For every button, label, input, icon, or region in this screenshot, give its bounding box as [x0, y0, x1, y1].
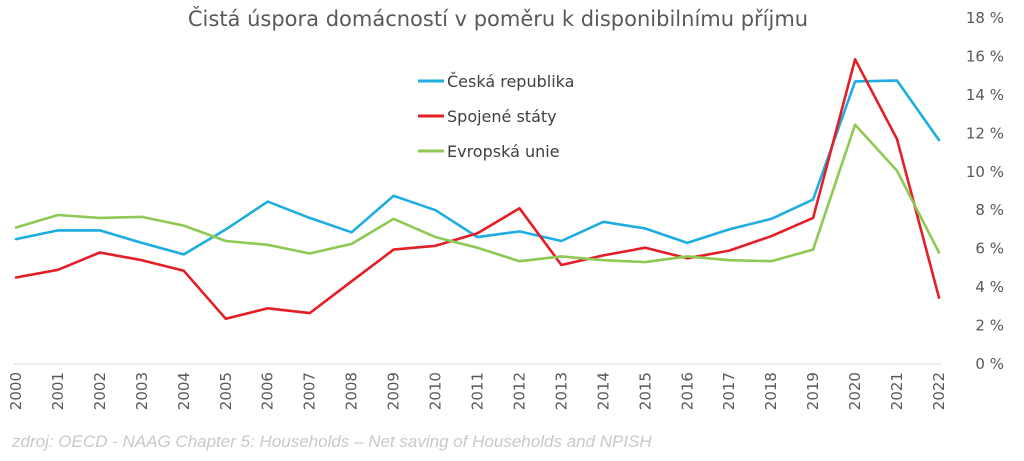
x-tick-label: 2021 [888, 372, 906, 410]
x-tick-label: 2017 [720, 372, 738, 410]
x-tick-label: 2009 [385, 372, 403, 410]
x-tick-label: 2003 [133, 372, 151, 410]
x-tick-label: 2004 [175, 372, 193, 410]
x-tick-label: 2015 [636, 372, 654, 410]
x-tick-label: 2006 [259, 372, 277, 410]
source-note: zdroj: OECD - NAAG Chapter 5: Households… [12, 432, 652, 451]
x-tick-label: 2019 [804, 372, 822, 410]
x-tick-label: 2020 [846, 372, 864, 410]
y-tick-label: 16 % [966, 47, 1004, 65]
y-axis-ticks: 0 % 2 % 4 % 6 % 8 % 10 % 12 % 14 % 16 % 18 % [966, 9, 1004, 373]
y-tick-label: 12 % [966, 124, 1004, 142]
legend-label: Spojené státy [447, 107, 557, 126]
legend: Česká republika Spojené státy Evropská uni… [418, 72, 574, 161]
x-tick-label: 2018 [762, 372, 780, 410]
chart-title: Čistá úspora domácností v poměru k dispo… [188, 6, 808, 31]
series-lines [14, 57, 941, 321]
y-tick-label: 10 % [966, 163, 1004, 181]
x-tick-label: 2007 [301, 372, 319, 410]
y-tick-label: 6 % [975, 240, 1004, 258]
x-axis-ticks: 2000 2001 2002 2003 2004 2005 2006 2007 2008 2009… [7, 372, 948, 410]
y-tick-label: 8 % [975, 201, 1004, 219]
x-tick-label: 2013 [552, 372, 570, 410]
legend-label: Česká republika [447, 72, 574, 91]
series-line-1 [14, 79, 941, 256]
x-tick-label: 2008 [343, 372, 361, 410]
series-line-3 [14, 123, 941, 264]
series-line-2 [14, 57, 941, 321]
x-tick-label: 2012 [510, 372, 528, 410]
y-tick-label: 18 % [966, 9, 1004, 27]
x-tick-label: 2022 [930, 372, 948, 410]
y-tick-label: 4 % [975, 278, 1004, 296]
x-tick-label: 2010 [427, 372, 445, 410]
x-tick-label: 2011 [469, 372, 487, 410]
x-tick-label: 2005 [217, 372, 235, 410]
x-tick-label: 2000 [7, 372, 25, 410]
legend-label: Evropská unie [447, 142, 560, 161]
y-tick-label: 2 % [975, 317, 1004, 335]
x-tick-label: 2001 [49, 372, 67, 410]
y-tick-label: 0 % [975, 355, 1004, 373]
x-tick-label: 2014 [594, 372, 612, 410]
x-tick-label: 2016 [678, 372, 696, 410]
y-tick-label: 14 % [966, 86, 1004, 104]
x-tick-label: 2002 [91, 372, 109, 410]
